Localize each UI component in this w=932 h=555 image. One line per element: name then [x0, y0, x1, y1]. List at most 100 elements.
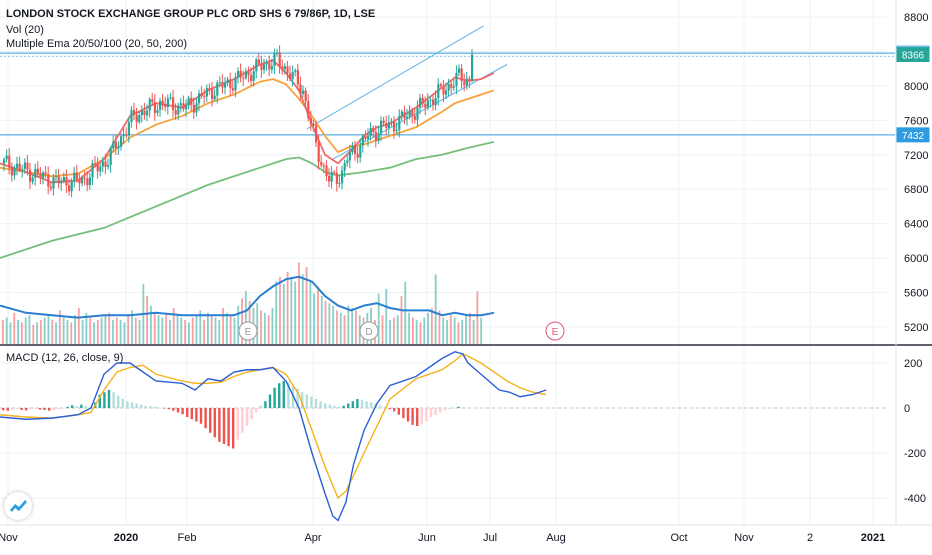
candle-body: [179, 103, 182, 106]
volume-bar: [153, 312, 156, 344]
macd-histogram-bar: [117, 395, 120, 408]
volume-bar: [62, 317, 65, 344]
volume-bar: [191, 317, 194, 344]
candle-body: [445, 90, 448, 95]
volume-bar: [355, 310, 357, 344]
volume-bars: [2, 262, 483, 344]
macd-histogram-bar: [319, 401, 322, 408]
candle-body: [247, 71, 250, 76]
candle-body: [107, 165, 110, 167]
candle-body: [294, 70, 297, 72]
volume-bar: [282, 284, 285, 344]
macd-histogram-bar: [236, 408, 239, 440]
candle-body: [99, 166, 102, 172]
macd-histogram-bar: [282, 381, 285, 408]
candle-body: [429, 99, 432, 101]
candle-body: [94, 163, 97, 165]
candle-body: [57, 176, 60, 184]
volume-bar: [290, 276, 293, 344]
trend-channel[interactable]: [306, 25, 508, 160]
macd-histogram-bar: [402, 408, 405, 419]
macd-histogram-bar: [48, 408, 51, 411]
volume-bar: [347, 305, 350, 344]
candle-body: [65, 177, 68, 186]
volume-bar: [468, 312, 471, 344]
candle-body: [455, 72, 458, 87]
symbol-title[interactable]: LONDON STOCK EXCHANGE GROUP PLC ORD SHS …: [6, 8, 376, 20]
candle-body: [252, 71, 255, 81]
volume-bar: [298, 262, 300, 344]
volume-bar: [263, 312, 266, 344]
candle-body: [174, 110, 177, 115]
candle-body: [395, 129, 398, 132]
macd-histogram-bar: [149, 406, 152, 408]
macd-histogram-bar: [172, 408, 175, 411]
candle-body: [83, 177, 86, 179]
candle-body: [182, 103, 185, 110]
candle-body: [263, 64, 266, 71]
macd-histogram-bar: [255, 408, 258, 413]
candle-body: [177, 105, 180, 115]
ema-legend[interactable]: Multiple Ema 20/50/100 (20, 50, 200): [6, 38, 188, 50]
tradingview-logo-icon[interactable]: [4, 492, 32, 520]
volume-bar: [108, 312, 111, 344]
candle-body: [104, 161, 107, 167]
volume-bar: [17, 320, 19, 344]
macd-histogram-bar: [379, 405, 382, 408]
volume-bar: [233, 317, 236, 344]
volume-bar: [438, 310, 441, 344]
candle-body: [320, 161, 323, 166]
volume-bar: [184, 320, 187, 344]
candle-body: [265, 62, 268, 65]
candle-body: [398, 115, 401, 130]
macd-histogram-bar: [268, 394, 272, 408]
macd-histogram-bar: [347, 403, 350, 408]
candle-body: [151, 99, 154, 103]
candle-body: [291, 71, 294, 79]
candle-body: [205, 88, 208, 97]
candle-body: [387, 122, 390, 128]
macd-histogram-bar: [305, 394, 308, 408]
candle-body: [328, 176, 331, 182]
volume-bar: [389, 320, 391, 344]
candle-body: [312, 123, 315, 126]
macd-legend[interactable]: MACD (12, 26, close, 9): [6, 352, 124, 364]
volume-bar: [157, 315, 160, 344]
candle-body: [109, 148, 112, 166]
volume-bar: [24, 317, 27, 344]
candle-body: [330, 172, 333, 182]
price-label-text: 7432: [902, 131, 925, 142]
volume-bar: [351, 308, 354, 344]
candle-body: [426, 100, 429, 108]
volume-bar: [442, 317, 445, 344]
candle-body: [338, 182, 341, 184]
candle-body: [127, 122, 130, 136]
y-tick-label: 6800: [904, 184, 928, 196]
volume-bar: [2, 320, 4, 344]
horizontal-price-lines[interactable]: [0, 52, 895, 136]
candle-body: [465, 78, 468, 86]
event-marker-label: E: [245, 327, 252, 338]
macd-histogram-bar: [383, 406, 387, 408]
candle-body: [164, 104, 167, 107]
macd-histogram-bar: [209, 408, 212, 433]
candle-body: [244, 71, 247, 79]
candle-body: [333, 172, 336, 174]
volume-bar: [20, 322, 23, 344]
vol-legend[interactable]: Vol (20): [6, 24, 44, 36]
volume-bar: [336, 310, 338, 344]
x-tick-label: 2021: [861, 532, 885, 544]
volume-bar: [225, 312, 228, 344]
volume-bar: [146, 296, 149, 344]
x-tick-label: Jun: [418, 532, 436, 544]
macd-histogram-bar: [232, 408, 235, 449]
macd-histogram-bar: [420, 408, 423, 424]
macd-histogram-bar: [11, 408, 14, 410]
macd-histogram-bar: [411, 408, 414, 425]
candle-body: [413, 115, 416, 120]
price-label-box: [896, 127, 930, 143]
macd-histogram-bar: [296, 388, 299, 408]
